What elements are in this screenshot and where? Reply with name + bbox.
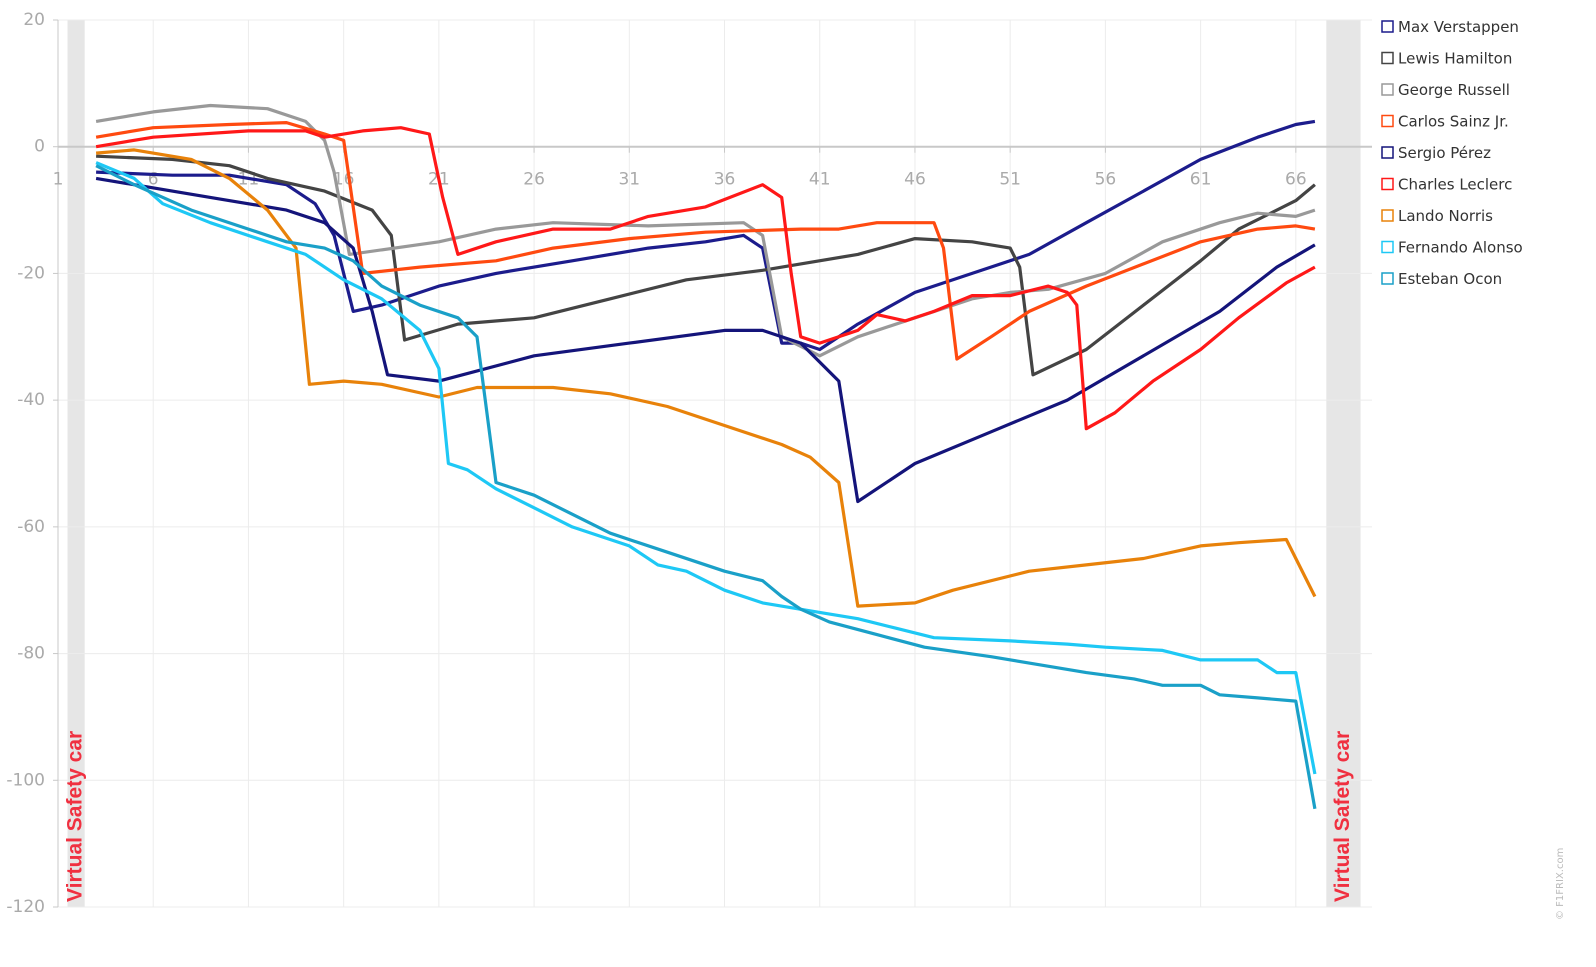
x-tick-label: 31 <box>618 170 640 190</box>
y-tick-label: -80 <box>17 644 45 664</box>
legend-label: Lando Norris <box>1398 207 1493 225</box>
y-tick-label: -40 <box>17 390 45 410</box>
legend-label: Charles Leclerc <box>1398 176 1512 194</box>
y-tick-label: -20 <box>17 263 45 283</box>
vsc-label: Virtual Safety car <box>64 731 87 902</box>
y-tick-label: -60 <box>17 517 45 537</box>
legend-marker <box>1381 146 1394 159</box>
y-tick-label: 0 <box>34 137 45 157</box>
legend-label: Sergio Pérez <box>1398 144 1491 162</box>
x-tick-label: 46 <box>904 170 926 190</box>
vsc-band <box>1326 20 1361 907</box>
series-line <box>96 154 1316 377</box>
x-tick-label: 1 <box>53 170 64 190</box>
series-line <box>95 161 1317 775</box>
legend-label: George Russell <box>1398 81 1510 99</box>
series-line <box>96 119 1316 352</box>
series-line <box>95 176 1316 504</box>
legend-marker <box>1381 20 1394 33</box>
legend-marker <box>1381 83 1394 96</box>
vsc-band <box>67 20 85 907</box>
legend-label: Fernando Alonso <box>1398 239 1523 257</box>
legend-marker <box>1381 114 1394 128</box>
series-line <box>95 126 1316 431</box>
legend-label: Lewis Hamilton <box>1398 50 1512 68</box>
x-tick-label: 51 <box>999 170 1021 190</box>
legend-marker <box>1381 272 1394 285</box>
legend-label: Max Verstappen <box>1398 18 1519 36</box>
y-tick-label: -120 <box>6 897 45 917</box>
legend-marker <box>1381 177 1394 191</box>
y-tick-label: -100 <box>6 770 45 790</box>
legend-marker <box>1381 51 1394 65</box>
y-tick-label: 20 <box>23 10 45 30</box>
x-tick-label: 26 <box>523 170 545 190</box>
legend-marker <box>1381 209 1394 222</box>
vsc-label: Virtual Safety car <box>1331 731 1354 902</box>
x-tick-label: 61 <box>1190 170 1212 190</box>
x-tick-label: 36 <box>714 170 736 190</box>
series-line <box>95 164 1317 810</box>
x-tick-label: 66 <box>1285 170 1307 190</box>
legend-label: Esteban Ocon <box>1398 270 1502 288</box>
legend-label: Carlos Sainz Jr. <box>1398 113 1509 131</box>
x-tick-label: 56 <box>1095 170 1117 190</box>
x-tick-label: 6 <box>148 170 159 190</box>
credit: © F1FRIX.com <box>1555 848 1566 920</box>
x-tick-label: 41 <box>809 170 831 190</box>
series-line <box>95 103 1316 358</box>
legend-marker <box>1381 240 1394 254</box>
series-line <box>95 148 1317 608</box>
